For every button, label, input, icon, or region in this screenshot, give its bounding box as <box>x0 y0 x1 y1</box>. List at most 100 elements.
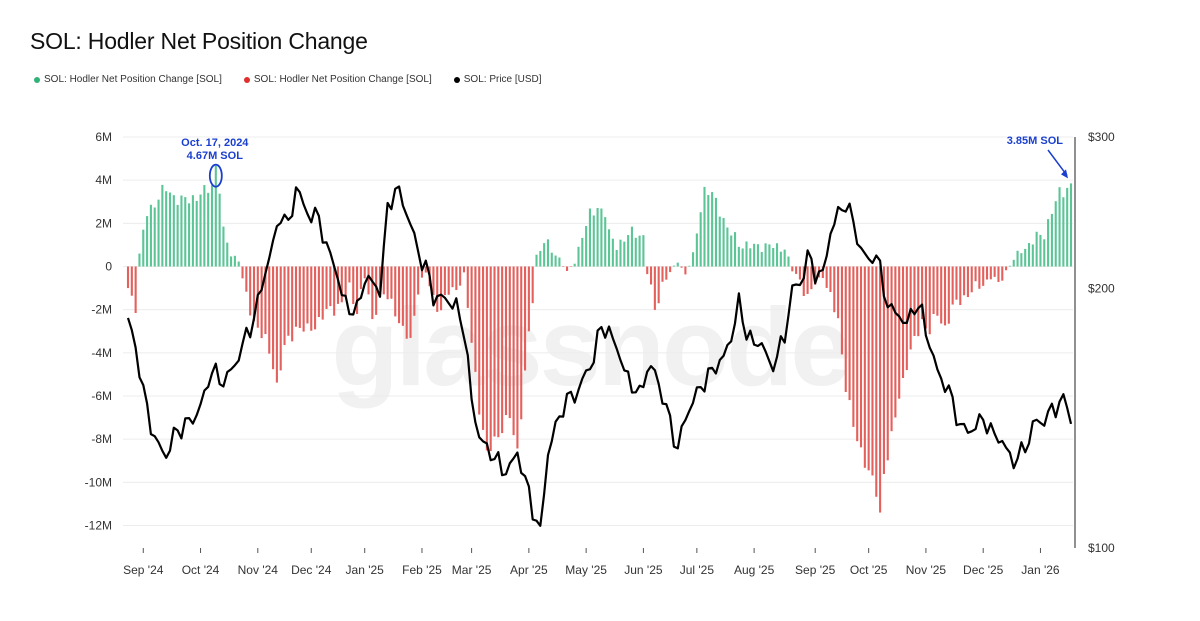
net-position-bar <box>1035 231 1038 267</box>
net-position-bar <box>180 195 183 267</box>
legend-item-positive[interactable]: SOL: Hodler Net Position Change [SOL] <box>34 74 222 85</box>
x-tick-label: Jul '25 <box>680 563 715 577</box>
net-position-bar <box>1024 248 1027 267</box>
net-position-bar <box>588 208 592 267</box>
net-position-bar <box>905 266 908 371</box>
net-position-bar <box>363 266 366 279</box>
legend-label-price: SOL: Price [USD] <box>463 74 542 85</box>
net-position-bar <box>756 244 759 267</box>
net-position-bar <box>543 243 546 267</box>
net-position-bar <box>806 266 809 294</box>
x-tick-label: Nov '24 <box>238 563 279 577</box>
legend: SOL: Hodler Net Position Change [SOL] SO… <box>34 74 542 85</box>
net-position-bar <box>218 193 221 267</box>
net-position-bar <box>672 265 675 267</box>
net-position-bar <box>898 266 901 399</box>
right-tick-label: $300 <box>1088 130 1115 144</box>
net-position-bar <box>325 266 328 309</box>
net-position-bar <box>424 266 427 273</box>
net-position-bar <box>837 266 840 319</box>
net-position-bar <box>711 192 714 267</box>
net-position-bar <box>390 266 393 299</box>
net-position-bar <box>283 266 286 346</box>
left-tick-label: -12M <box>85 519 112 533</box>
net-position-bar <box>375 266 378 315</box>
net-position-bar <box>1039 234 1042 267</box>
legend-dot-price <box>453 76 460 83</box>
x-tick-label: Jun '25 <box>624 563 663 577</box>
net-position-bar <box>1047 219 1050 267</box>
net-position-bar <box>539 250 542 267</box>
net-position-bar <box>821 266 824 279</box>
net-position-bar <box>714 197 717 267</box>
net-position-bar <box>875 266 878 497</box>
net-position-bar <box>859 266 863 448</box>
net-position-bar <box>436 266 439 312</box>
net-position-bar <box>1062 197 1065 267</box>
net-position-bar <box>493 266 496 437</box>
net-position-bar <box>982 266 985 286</box>
net-position-bar <box>879 266 882 513</box>
net-position-bar <box>917 266 920 337</box>
net-position-bar <box>733 232 737 267</box>
net-position-bar <box>768 244 771 267</box>
net-position-bar <box>955 266 958 300</box>
net-position-bar <box>978 266 981 289</box>
net-position-bar <box>252 266 256 322</box>
net-position-bar <box>951 266 954 305</box>
net-position-bar <box>420 266 424 278</box>
left-tick-label: 4M <box>95 173 112 187</box>
net-position-bar <box>226 242 229 267</box>
x-tick-label: Aug '25 <box>734 563 775 577</box>
legend-item-price[interactable]: SOL: Price [USD] <box>453 74 542 85</box>
net-position-bar <box>562 266 565 267</box>
net-position-bar <box>126 266 130 289</box>
net-position-bar <box>1050 213 1053 267</box>
net-position-bar <box>451 266 454 288</box>
net-position-bar <box>607 229 611 267</box>
net-position-bar <box>504 266 508 416</box>
net-position-bar <box>157 199 160 267</box>
net-position-bar <box>344 266 347 297</box>
net-position-bar <box>294 266 298 327</box>
net-position-bar <box>890 266 893 432</box>
net-position-bar <box>497 266 500 438</box>
right-tick-label: $100 <box>1088 541 1115 555</box>
net-position-bar <box>940 266 943 324</box>
net-position-bar <box>520 266 523 420</box>
net-position-bar <box>600 208 603 267</box>
price-line[interactable] <box>126 185 1073 527</box>
net-position-bar <box>947 266 950 324</box>
net-position-bar <box>741 248 744 267</box>
net-position-bar <box>214 165 217 267</box>
x-tick-label: Feb '25 <box>402 563 442 577</box>
net-position-bar <box>691 252 695 267</box>
net-position-bar <box>974 266 977 282</box>
net-position-bar <box>161 184 164 267</box>
annotation-value: 4.67M SOL <box>187 150 244 162</box>
net-position-bar <box>310 266 313 331</box>
legend-dot-positive <box>34 76 40 83</box>
net-position-bar <box>966 266 969 298</box>
net-position-bar <box>871 266 874 476</box>
net-position-bar <box>489 266 492 452</box>
net-position-bar <box>440 266 443 311</box>
net-position-bar <box>928 266 931 335</box>
net-position-bar <box>260 266 263 339</box>
net-position-bar <box>985 266 989 280</box>
net-position-bar <box>302 266 305 332</box>
net-position-bar <box>184 197 187 267</box>
net-position-bar <box>142 229 145 267</box>
net-position-bar <box>680 266 683 268</box>
net-position-bar <box>188 203 191 267</box>
net-position-bar <box>894 266 897 418</box>
left-tick-label: -4M <box>91 346 112 360</box>
legend-item-negative[interactable]: SOL: Hodler Net Position Change [SOL] <box>243 74 432 85</box>
net-position-bar <box>1001 266 1004 281</box>
annotation-latest-value: 3.85M SOL <box>1007 135 1064 147</box>
net-position-bar <box>230 256 233 267</box>
net-position-bar <box>1027 243 1031 267</box>
net-position-bar <box>317 266 320 317</box>
